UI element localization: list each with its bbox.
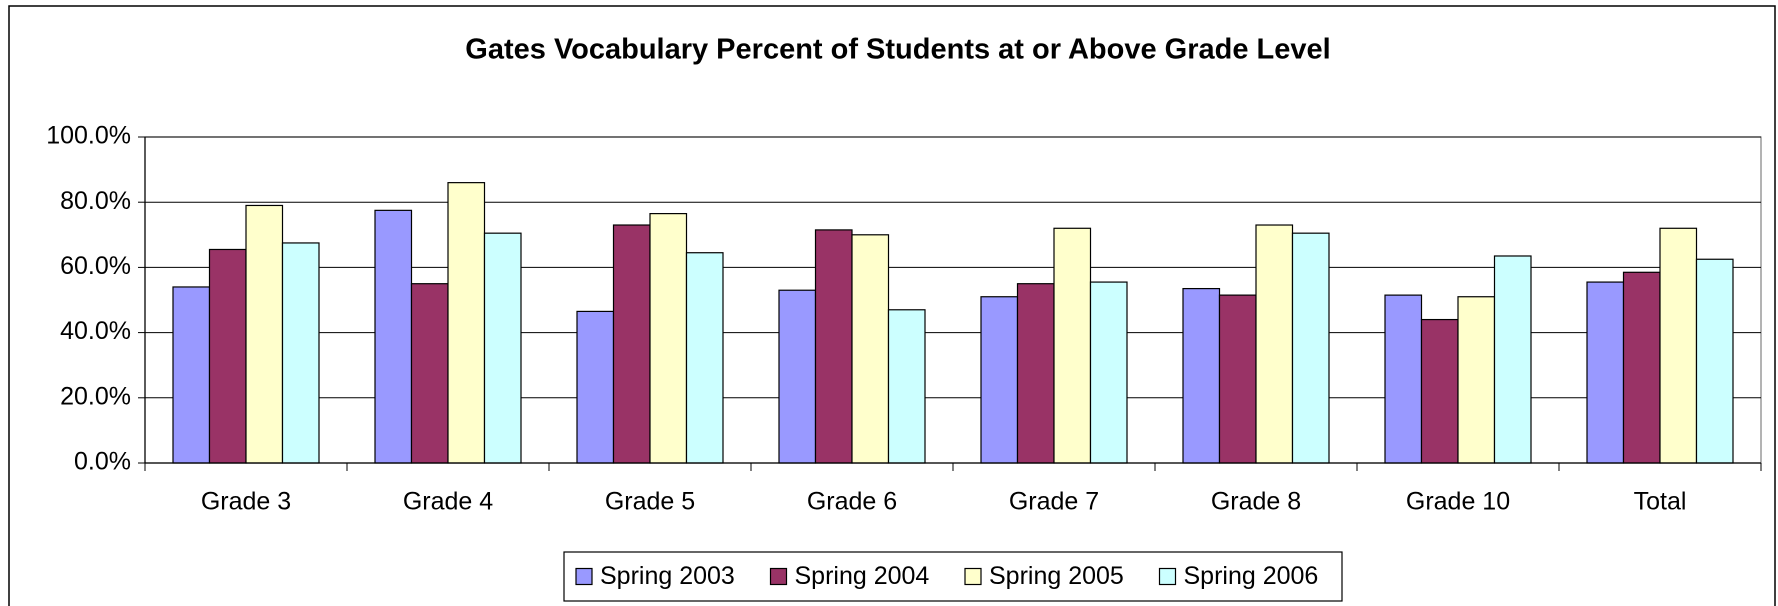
y-tick-label: 100.0% <box>46 122 131 150</box>
bar <box>281 242 320 464</box>
bar <box>208 248 247 464</box>
bar <box>1695 258 1734 464</box>
bar <box>685 252 724 464</box>
x-tick-label: Grade 10 <box>1406 488 1510 516</box>
bar <box>1586 281 1625 464</box>
legend-label: Spring 2004 <box>795 562 930 590</box>
bar <box>1457 296 1496 464</box>
bar <box>1016 283 1055 464</box>
chart-title: Gates Vocabulary Percent of Students at … <box>465 34 1330 66</box>
legend <box>563 551 1343 602</box>
bar <box>1053 227 1092 464</box>
bar <box>980 296 1019 464</box>
bar <box>887 309 926 464</box>
bar <box>851 234 890 464</box>
x-tick-label: Grade 6 <box>807 488 897 516</box>
legend-swatch <box>1158 567 1177 586</box>
y-tick-label: 20.0% <box>60 382 131 410</box>
legend-swatch <box>769 567 788 586</box>
y-tick-label: 0.0% <box>74 448 131 476</box>
y-tick-label: 40.0% <box>60 317 131 345</box>
bar <box>1255 224 1294 464</box>
bar <box>172 286 211 464</box>
bar <box>1089 281 1128 464</box>
bar <box>1493 255 1532 464</box>
bar <box>649 213 688 464</box>
x-tick-label: Grade 8 <box>1211 488 1301 516</box>
bar <box>1622 271 1661 464</box>
x-tick-label: Total <box>1634 488 1687 516</box>
bar <box>1218 294 1257 464</box>
bar <box>245 204 284 464</box>
bar <box>1659 227 1698 464</box>
legend-label: Spring 2005 <box>989 562 1124 590</box>
bar <box>1420 318 1459 464</box>
y-tick-label: 60.0% <box>60 252 131 280</box>
legend-swatch <box>575 567 593 586</box>
bar <box>483 232 522 464</box>
y-tick-label: 80.0% <box>60 187 131 215</box>
legend-label: Spring 2003 <box>600 562 735 590</box>
bar <box>814 229 853 464</box>
bar <box>447 182 486 464</box>
bar <box>1182 287 1221 464</box>
bar <box>410 283 449 464</box>
x-tick-label: Grade 7 <box>1009 488 1099 516</box>
bar <box>576 310 615 464</box>
bar <box>1291 232 1330 464</box>
bar <box>778 289 817 464</box>
bar <box>1384 294 1423 464</box>
legend-label: Spring 2006 <box>1184 562 1319 590</box>
x-tick-label: Grade 5 <box>605 488 695 516</box>
bar <box>612 224 651 464</box>
x-tick-label: Grade 4 <box>403 488 493 516</box>
x-tick-label: Grade 3 <box>201 488 291 516</box>
legend-swatch <box>964 567 982 586</box>
bar <box>374 209 413 464</box>
